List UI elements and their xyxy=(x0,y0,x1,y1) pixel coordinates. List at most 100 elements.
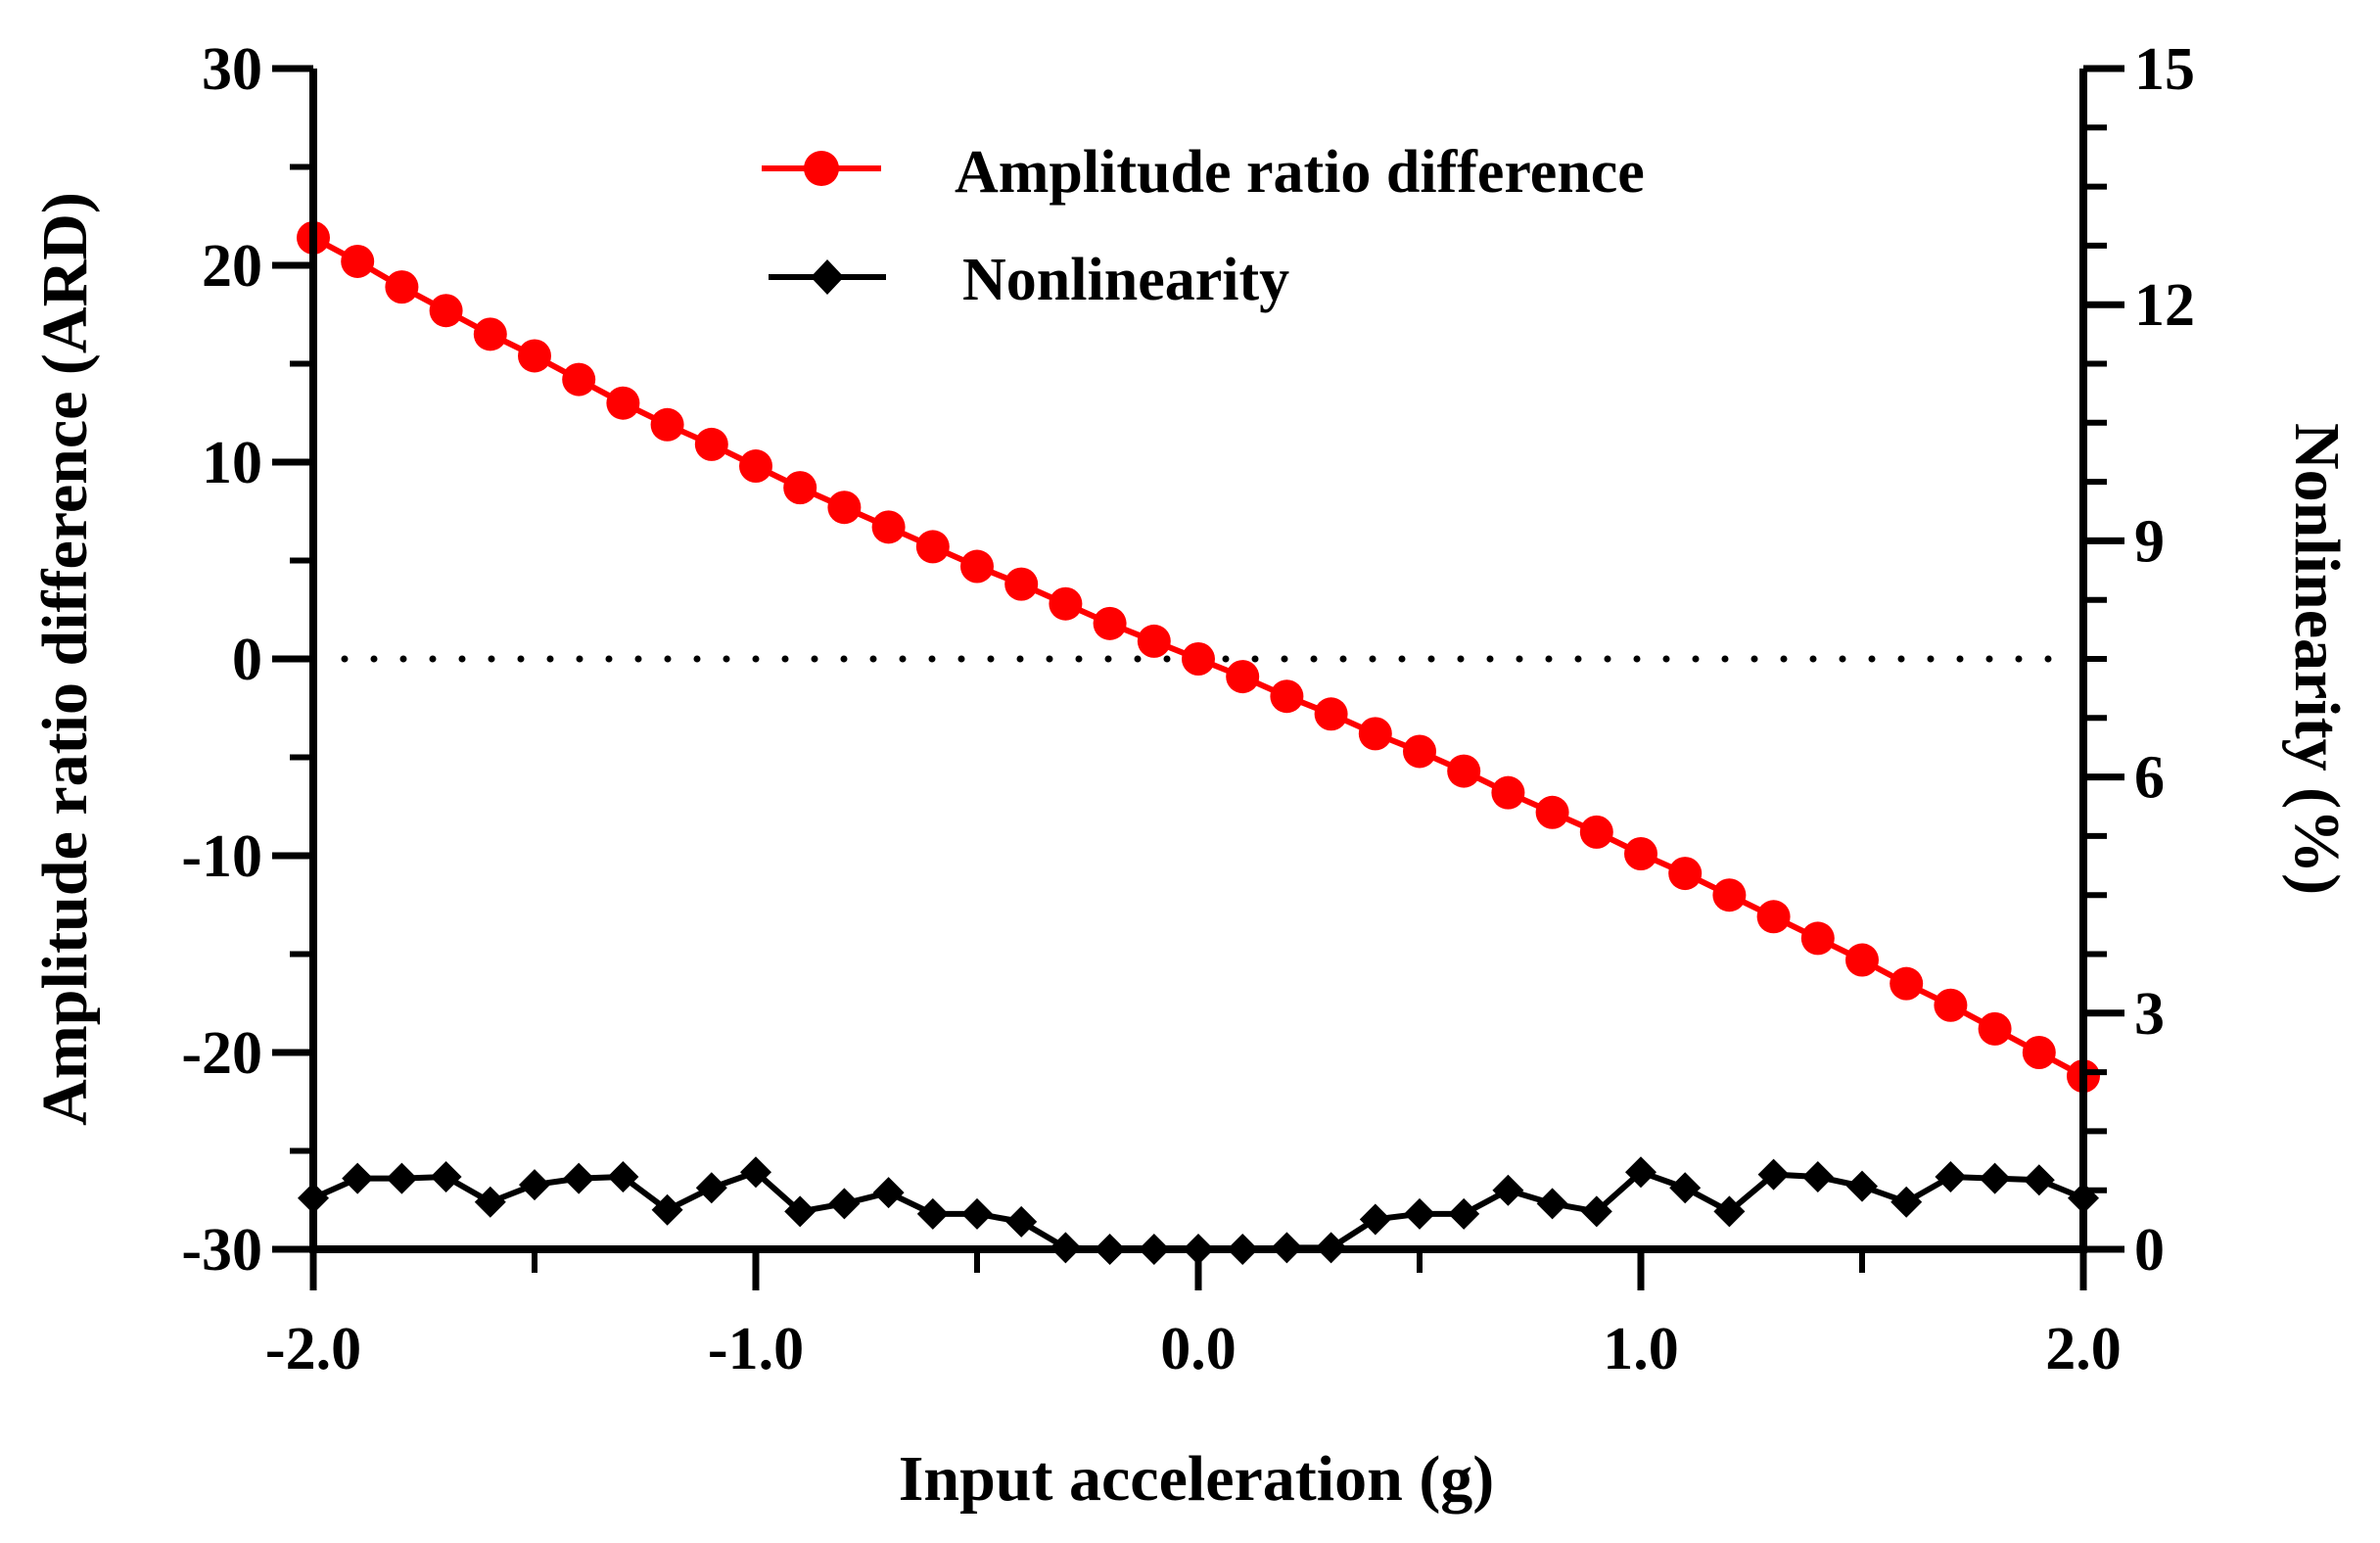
nonlinearity-point xyxy=(1492,1174,1524,1206)
ard-point xyxy=(1314,697,1348,731)
ard-point xyxy=(827,491,862,525)
y-left-tick-label: 0 xyxy=(232,627,262,693)
ard-point xyxy=(1403,734,1436,769)
ard-point xyxy=(1049,586,1083,621)
nonlinearity-point xyxy=(1979,1162,2011,1194)
ard-point xyxy=(606,386,640,420)
y-axis-left-label: Amplitude ratio difference (ARD) xyxy=(29,192,101,1126)
ard-point xyxy=(739,449,772,484)
ard-point xyxy=(1226,660,1260,694)
y-axis-right-label: Nonlinearity (%) xyxy=(2281,423,2353,895)
legend-nonlinearity-label: Nonlinearity xyxy=(962,247,1289,313)
ard-point xyxy=(1668,857,1703,891)
nonlinearity-point xyxy=(784,1195,817,1228)
y-right-tick-label: 3 xyxy=(2134,981,2165,1048)
ard-point xyxy=(429,294,463,328)
ard-point xyxy=(1535,795,1569,829)
ard-point xyxy=(385,270,419,304)
ard-point xyxy=(1890,966,1924,1001)
nonlinearity-point xyxy=(828,1188,861,1220)
axes-layer xyxy=(272,65,2124,1290)
nonlinearity-point xyxy=(1890,1186,1923,1218)
y-right-tick-label: 0 xyxy=(2134,1217,2165,1284)
ard-point xyxy=(1358,717,1392,751)
ard-point xyxy=(1978,1011,2012,1046)
nonlinearity-point xyxy=(1625,1156,1657,1189)
ard-point xyxy=(1137,624,1171,658)
ard-point xyxy=(783,471,817,505)
ard-point xyxy=(1093,606,1127,640)
legend: Amplitude ratio difference Nonlinearity xyxy=(762,139,1645,313)
x-tick-label: 0.0 xyxy=(1160,1316,1237,1382)
nonlinearity-point xyxy=(1359,1203,1391,1236)
y-left-tick-label: -30 xyxy=(181,1217,262,1284)
nonlinearity-point xyxy=(1935,1161,1967,1193)
ard-point xyxy=(1182,642,1215,676)
nonlinearity-point xyxy=(430,1161,462,1193)
legend-ard-marker xyxy=(804,151,839,186)
nonlinearity-point xyxy=(1757,1158,1790,1191)
y-right-tick-label: 9 xyxy=(2134,508,2165,575)
nonlinearity-point xyxy=(563,1162,595,1194)
ard-point xyxy=(518,339,551,373)
nonlinearity-point xyxy=(740,1156,771,1189)
ard-point xyxy=(915,530,950,564)
ard-point xyxy=(473,317,507,351)
nonlinearity-point xyxy=(342,1162,374,1194)
nonlinearity-point xyxy=(607,1161,639,1193)
nonlinearity-point xyxy=(1005,1205,1038,1238)
nonlinearity-point xyxy=(1846,1170,1878,1202)
nonlinearity-point xyxy=(916,1197,949,1230)
ard-point xyxy=(562,362,596,397)
nonlinearity-point xyxy=(695,1172,727,1204)
ard-point xyxy=(871,510,906,544)
ard-point xyxy=(1270,679,1304,714)
x-axis-label: Input acceleration (g) xyxy=(899,1443,1495,1515)
ard-point xyxy=(960,549,994,584)
nonlinearity-point xyxy=(386,1162,418,1194)
nonlinearity-point xyxy=(2023,1164,2055,1196)
y-left-tick-label: -10 xyxy=(181,823,262,890)
y-right-tick-label: 6 xyxy=(2134,745,2165,812)
x-tick-label: -1.0 xyxy=(708,1316,804,1382)
nonlinearity-point xyxy=(651,1193,683,1226)
y-left-tick-label: 10 xyxy=(202,430,262,496)
y-left-tick-label: -20 xyxy=(181,1020,262,1087)
nonlinearity-point xyxy=(474,1186,506,1218)
ard-point xyxy=(341,244,375,278)
ard-point xyxy=(1579,815,1613,849)
nonlinearity-point xyxy=(1669,1172,1702,1204)
ard-point xyxy=(650,407,684,442)
nonlinearity-point xyxy=(1580,1195,1612,1228)
ard-point xyxy=(1800,921,1835,956)
series-layer xyxy=(297,220,2100,1265)
y-right-tick-label: 15 xyxy=(2134,36,2195,103)
y-right-tick-label: 12 xyxy=(2134,272,2195,339)
legend-nonlinearity-marker xyxy=(811,259,844,295)
nonlinearity-point xyxy=(1713,1195,1746,1228)
ard-point xyxy=(2022,1036,2056,1069)
x-tick-label: 1.0 xyxy=(1603,1316,1679,1382)
y-left-tick-label: 20 xyxy=(202,233,262,300)
x-tick-label: -2.0 xyxy=(265,1316,361,1382)
ard-point xyxy=(1004,567,1039,601)
y-left-tick-label: 30 xyxy=(202,36,262,103)
ard-point xyxy=(1491,775,1525,810)
ard-point xyxy=(1712,878,1747,912)
nonlinearity-point xyxy=(961,1197,993,1230)
nonlinearity-point xyxy=(1448,1197,1480,1230)
nonlinearity-point xyxy=(872,1177,905,1209)
nonlinearity-point xyxy=(1404,1197,1435,1230)
nonlinearity-point xyxy=(519,1169,550,1201)
ard-point xyxy=(694,427,728,461)
x-tick-label: 2.0 xyxy=(2045,1316,2122,1382)
ard-point xyxy=(1756,900,1791,934)
ard-point xyxy=(1845,943,1879,977)
nonlinearity-point xyxy=(1801,1161,1834,1193)
ard-point xyxy=(1447,754,1481,788)
ard-point xyxy=(1624,836,1657,870)
ard-point xyxy=(1934,988,1968,1022)
nonlinearity-point xyxy=(1536,1188,1568,1220)
